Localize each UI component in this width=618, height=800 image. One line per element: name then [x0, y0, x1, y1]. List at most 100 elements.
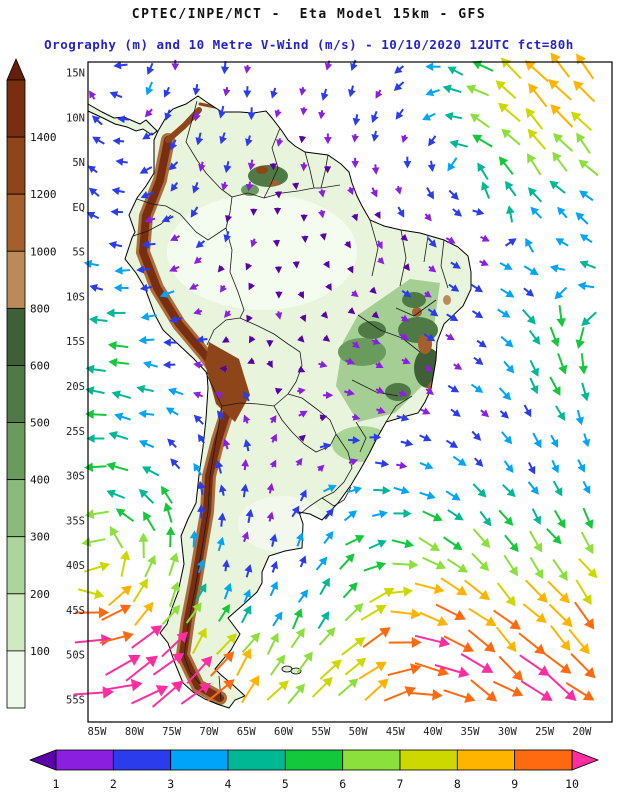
lat-label: 50S	[66, 650, 85, 662]
wind-arrow	[193, 414, 204, 425]
wind-arrow	[530, 206, 543, 219]
wind-arrow	[272, 239, 281, 248]
wind-arrow	[220, 61, 230, 75]
wind-arrow	[391, 538, 415, 549]
wind-arrow	[344, 388, 355, 397]
wind-arrow	[218, 484, 227, 496]
wind-arrow	[393, 81, 405, 91]
wind-arrow	[348, 458, 359, 466]
wind-arrow	[425, 387, 434, 396]
lat-label: 35S	[66, 515, 85, 527]
wind-arrow	[216, 410, 225, 421]
wind-arrow	[400, 439, 414, 447]
wind-arrow	[443, 689, 476, 703]
wind-arrow	[323, 484, 337, 493]
wind-arrow	[298, 410, 308, 418]
wind-arrow	[243, 64, 252, 74]
lon-label: 75W	[162, 726, 182, 738]
wind-arrow	[423, 290, 432, 298]
wind-arrow	[550, 625, 571, 652]
wind-arrow	[163, 86, 171, 98]
latitude-axis: 15N 10N 5N EQ 5S 10S 15S 20S 25S 30S 35S 40S 45S 50S 5…	[66, 68, 85, 707]
wind-arrow	[250, 238, 258, 248]
wind-arrow	[522, 308, 536, 325]
wind-arrow	[108, 357, 130, 368]
wind-arrow	[170, 234, 180, 241]
wind-arrow	[108, 585, 132, 607]
wind-arrow	[152, 652, 185, 676]
wind-arrow	[295, 457, 303, 467]
wind-arrow	[168, 161, 179, 171]
wind-scale-label: 10	[565, 777, 579, 791]
wind-arrow	[163, 338, 177, 347]
border-line	[440, 239, 449, 289]
wind-arrow	[319, 577, 330, 596]
wind-arrow	[426, 187, 435, 200]
lon-label: 85W	[88, 726, 108, 738]
wind-arrow	[375, 386, 385, 394]
wind-arrow	[523, 265, 539, 276]
wind-arrow	[169, 581, 181, 607]
wind-arrow	[219, 284, 227, 293]
wind-arrow	[424, 364, 433, 372]
wind-arrow	[375, 361, 384, 368]
wind-arrow	[450, 261, 461, 269]
wind-arrow	[222, 559, 230, 572]
wind-arrow	[580, 382, 590, 402]
wind-arrow	[479, 510, 492, 527]
wind-arrow	[223, 161, 232, 174]
wind-arrow	[112, 137, 125, 146]
wind-arrow	[193, 256, 202, 264]
longitude-axis: 85W 80W 75W 70W 65W 60W 55W 50W 45W 40W 35W 30W 25W 2…	[88, 726, 593, 738]
lon-label: 25W	[535, 726, 555, 738]
wind-arrow	[272, 611, 283, 627]
wind-arrow	[370, 187, 378, 198]
wind-arrow	[503, 360, 515, 374]
wind-arrow	[171, 59, 180, 71]
wind-arrow	[344, 240, 351, 249]
wind-arrow	[167, 438, 177, 449]
wind-arrow	[396, 413, 410, 422]
wind-arrow	[161, 631, 189, 658]
wind-arrow	[582, 480, 591, 495]
wind-arrow	[146, 62, 155, 75]
wind-arrow	[84, 509, 109, 519]
wind-arrow	[525, 107, 544, 130]
wind-arrow	[198, 161, 206, 172]
wind-arrow	[269, 414, 277, 424]
wind-arrow	[422, 510, 443, 522]
wind-arrow	[374, 211, 381, 219]
wind-arrow	[243, 414, 251, 424]
border-line	[299, 433, 353, 515]
wind-arrow	[351, 213, 359, 222]
wind-arrow	[170, 139, 178, 151]
wind-arrow	[86, 434, 105, 443]
wind-arrow	[138, 335, 155, 345]
wind-arrow	[360, 604, 387, 621]
wind-arrow	[582, 433, 591, 448]
wind-arrow	[83, 561, 110, 573]
orography-scale-label: 1200	[30, 188, 57, 201]
wind-arrow	[189, 530, 199, 548]
wind-arrow	[115, 157, 128, 166]
wind-arrow	[86, 211, 100, 220]
wind-arrow	[114, 266, 130, 275]
wind-arrow	[427, 308, 439, 317]
wind-arrow	[442, 84, 462, 94]
wind-arrow	[320, 311, 329, 319]
lat-label: 5N	[72, 157, 85, 169]
wind-arrow	[427, 160, 436, 173]
wind-arrow	[518, 632, 546, 655]
wind-arrow	[501, 431, 513, 445]
wind-arrow	[192, 182, 200, 194]
wind-arrow	[464, 579, 491, 601]
wind-arrow	[273, 207, 282, 215]
border-line	[221, 402, 275, 407]
border-line	[206, 317, 241, 346]
wind-arrow	[393, 486, 410, 495]
wind-arrow	[352, 114, 361, 126]
wind-arrow	[348, 436, 361, 445]
wind-arrow	[189, 282, 199, 290]
wind-arrow	[575, 409, 584, 426]
wind-arrow	[344, 657, 367, 676]
